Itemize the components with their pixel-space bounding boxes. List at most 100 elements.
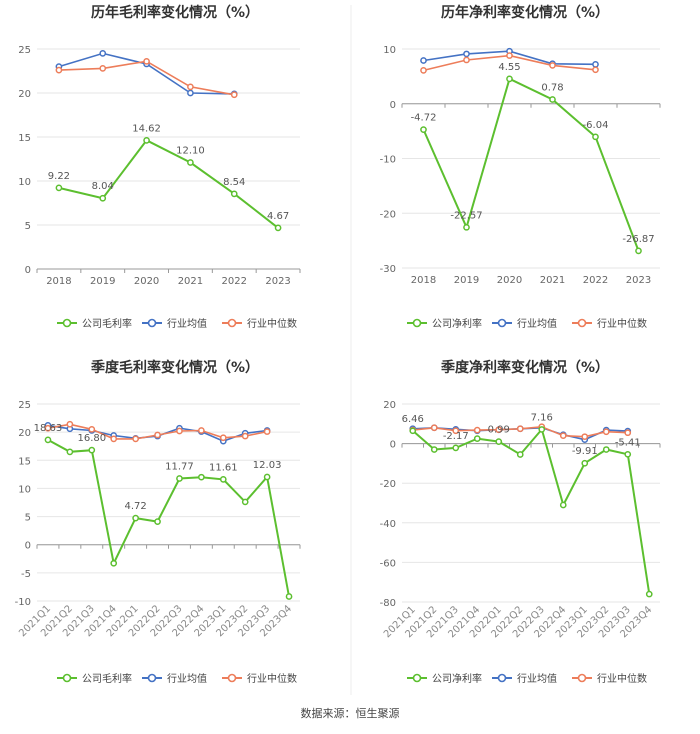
chart1-median-point: [230, 91, 238, 99]
chart4-legend-avg-marker[interactable]: [497, 673, 507, 683]
chart4-median-point: [495, 426, 503, 434]
chart2-data-label: -26.87: [622, 234, 654, 245]
chart3-median-point: [154, 431, 161, 439]
chart2-company-point: [592, 133, 599, 141]
chart3-y-tick-label: -5: [21, 569, 31, 580]
chart2-company-point: [506, 75, 513, 83]
chart3-legend-median-marker[interactable]: [227, 673, 237, 683]
chart3-legend-avg-label[interactable]: 行业均值: [167, 672, 207, 685]
chart2-title: 历年净利率变化情况（%）: [441, 4, 609, 21]
chart1-legend-avg-label[interactable]: 行业均值: [167, 317, 207, 330]
chart1-legend-avg-marker[interactable]: [147, 318, 157, 328]
chart1-y-tick-label: 25: [18, 45, 31, 56]
chart3-data-label: 11.77: [165, 461, 194, 472]
chart4-legend-company-label[interactable]: 公司净利率: [432, 672, 482, 685]
chart4-legend-median-label[interactable]: 行业中位数: [597, 672, 647, 685]
chart1-x-tick-label: 2018: [46, 276, 71, 287]
chart2-data-label: -22.57: [450, 210, 482, 221]
chart4-title: 季度净利率变化情况（%）: [440, 359, 609, 376]
chart4-legend-company-marker[interactable]: [412, 673, 422, 683]
chart4-company-point: [430, 446, 438, 453]
chart1-avg-point: [187, 89, 194, 97]
chart1-legend-company-label[interactable]: 公司毛利率: [82, 317, 132, 330]
chart3-data-label: 4.72: [124, 501, 146, 512]
chart2-y-tick-label: 0: [390, 100, 396, 111]
chart1-median-point: [143, 57, 150, 65]
chart1-x-tick-label: 2023: [265, 276, 290, 287]
chart2-legend-median-marker[interactable]: [577, 318, 587, 328]
chart2-median-point: [549, 62, 556, 69]
chart1-x-tick-label: 2019: [90, 276, 115, 287]
chart3-legend-company-label[interactable]: 公司毛利率: [82, 672, 132, 685]
chart1-data-label: 9.22: [48, 171, 70, 182]
chart2-avg-point: [420, 57, 427, 64]
chart4-company-point: [645, 590, 653, 598]
chart2-x-tick-label: 2023: [626, 275, 651, 286]
chart4-company-point: [581, 459, 589, 467]
chart4-legend-avg-label[interactable]: 行业均值: [517, 672, 557, 685]
chart2-x-tick-label: 2020: [497, 275, 522, 286]
chart4-median-point: [452, 427, 460, 435]
chart4-company-point: [409, 427, 417, 435]
chart4-median-point: [602, 428, 610, 436]
chart4-company-point: [495, 438, 503, 445]
chart3-company-point: [66, 448, 74, 456]
chart2-y-tick-label: -10: [380, 155, 396, 166]
chart2-median-point: [420, 67, 427, 74]
chart4-company-point: [473, 435, 481, 442]
chart3-legend-median-label[interactable]: 行业中位数: [247, 672, 297, 685]
chart1-data-label: 14.62: [132, 123, 161, 134]
chart4-series-company-line: [412, 427, 651, 595]
chart2-x-tick-label: 2022: [583, 275, 608, 286]
chart2-legend-median-label[interactable]: 行业中位数: [597, 317, 647, 330]
chart1-legend-median-marker[interactable]: [227, 318, 237, 328]
chart3-median-point: [88, 425, 96, 433]
chart2-legend-avg-marker[interactable]: [497, 318, 507, 328]
chart1-y-tick-label: 15: [18, 133, 31, 144]
chart4-company-point: [624, 450, 632, 458]
chart4-data-label: -2.17: [443, 431, 469, 442]
chart4-data-label: 6.46: [402, 414, 424, 425]
chart2-data-label: 0.78: [541, 82, 563, 93]
chart4-company-point: [452, 444, 460, 452]
chart3-median-point: [198, 427, 205, 434]
chart3-company-point: [198, 473, 205, 481]
chart1-data-label: 8.04: [92, 181, 114, 192]
chart2-legend-company-marker[interactable]: [412, 318, 422, 328]
chart3-company-point: [88, 446, 96, 454]
chart4-median-point: [624, 429, 632, 437]
chart2-y-tick-label: -20: [380, 209, 396, 220]
chart4-median-point: [516, 425, 524, 433]
chart3-data-label: 16.80: [77, 433, 106, 444]
chart2-y-tick-label: 10: [383, 45, 396, 56]
chart3-data-label: 12.03: [253, 460, 282, 471]
chart3-legend-company-marker[interactable]: [62, 673, 72, 683]
chart2-legend-company-label[interactable]: 公司净利率: [432, 317, 482, 330]
chart1-y-tick-label: 0: [25, 265, 31, 276]
chart1-legend-company-marker[interactable]: [62, 318, 72, 328]
chart3-title: 季度毛利率变化情况（%）: [90, 359, 259, 376]
chart2-company-point: [463, 223, 470, 231]
chart1-company-point: [187, 159, 194, 166]
chart3-legend-avg-marker[interactable]: [147, 673, 157, 683]
chart3-data-label: 18.63: [34, 423, 63, 434]
chart3-y-tick-label: 25: [18, 400, 31, 411]
chart3-company-point: [176, 475, 183, 482]
chart2-median-point: [592, 66, 599, 74]
chart4-median-point: [473, 426, 481, 434]
chart1-legend-median-label[interactable]: 行业中位数: [247, 317, 297, 330]
chart4-median-point: [559, 432, 567, 440]
chart4-y-tick-label: -60: [380, 558, 396, 569]
chart1-y-tick-label: 10: [18, 177, 31, 188]
chart1-company-point: [230, 190, 238, 198]
chart3-company-point: [263, 473, 271, 481]
chart2-company-point: [420, 126, 427, 133]
chart3-median-point: [44, 424, 52, 432]
chart4-data-label: -5.41: [615, 437, 641, 448]
chart4-legend-median-marker[interactable]: [577, 673, 587, 683]
chart4-data-label: -9.91: [572, 446, 598, 457]
chart2-legend-avg-label[interactable]: 行业均值: [517, 317, 557, 330]
chart3-company-point: [241, 498, 249, 506]
chart1-x-tick-label: 2022: [222, 276, 247, 287]
